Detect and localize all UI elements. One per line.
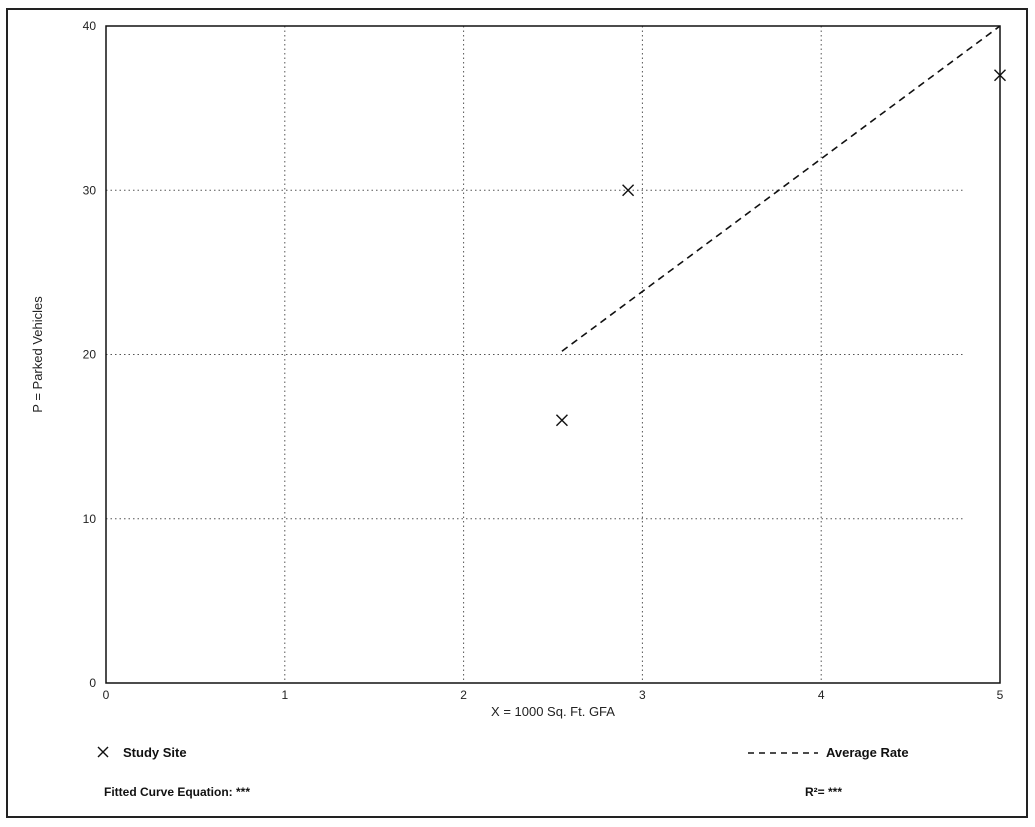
study-site-point	[994, 69, 1006, 82]
study-site-point	[622, 184, 635, 197]
y-tick-label: 10	[83, 512, 97, 526]
point-stroke	[994, 69, 1006, 82]
legend: Study Site Average Rate	[97, 745, 909, 760]
chart-frame	[6, 8, 1028, 818]
x-axis-title: X = 1000 Sq. Ft. GFA	[491, 704, 615, 719]
y-tick-label: 40	[83, 19, 97, 33]
legend-study-site-marker	[97, 746, 109, 758]
average-rate-line	[561, 25, 1001, 352]
y-axis-ticks: 0 10 20 30 40	[83, 19, 97, 690]
x-axis-ticks: 0 1 2 3 4 5	[103, 688, 1004, 702]
fitted-curve-equation: Fitted Curve Equation: ***	[104, 785, 250, 799]
study-site-points	[555, 69, 1006, 427]
y-tick-label: 20	[83, 348, 97, 362]
r-squared-value: R²= ***	[805, 785, 842, 799]
legend-average-rate-label: Average Rate	[826, 745, 909, 760]
x-tick-label: 2	[460, 688, 467, 702]
point-stroke	[555, 414, 568, 427]
grid-lines	[106, 26, 965, 683]
study-site-point	[555, 414, 568, 427]
y-axis-title: P = Parked Vehicles	[30, 296, 45, 413]
plot-area-border	[105, 25, 1001, 684]
y-tick-label: 0	[89, 676, 96, 690]
x-tick-label: 1	[281, 688, 288, 702]
x-tick-label: 5	[997, 688, 1004, 702]
x-tick-label: 3	[639, 688, 646, 702]
legend-study-site-label: Study Site	[123, 745, 187, 760]
point-stroke	[622, 184, 635, 197]
x-tick-label: 4	[818, 688, 825, 702]
x-tick-label: 0	[103, 688, 110, 702]
y-tick-label: 30	[83, 183, 97, 197]
average-rate-segment	[561, 25, 1001, 352]
